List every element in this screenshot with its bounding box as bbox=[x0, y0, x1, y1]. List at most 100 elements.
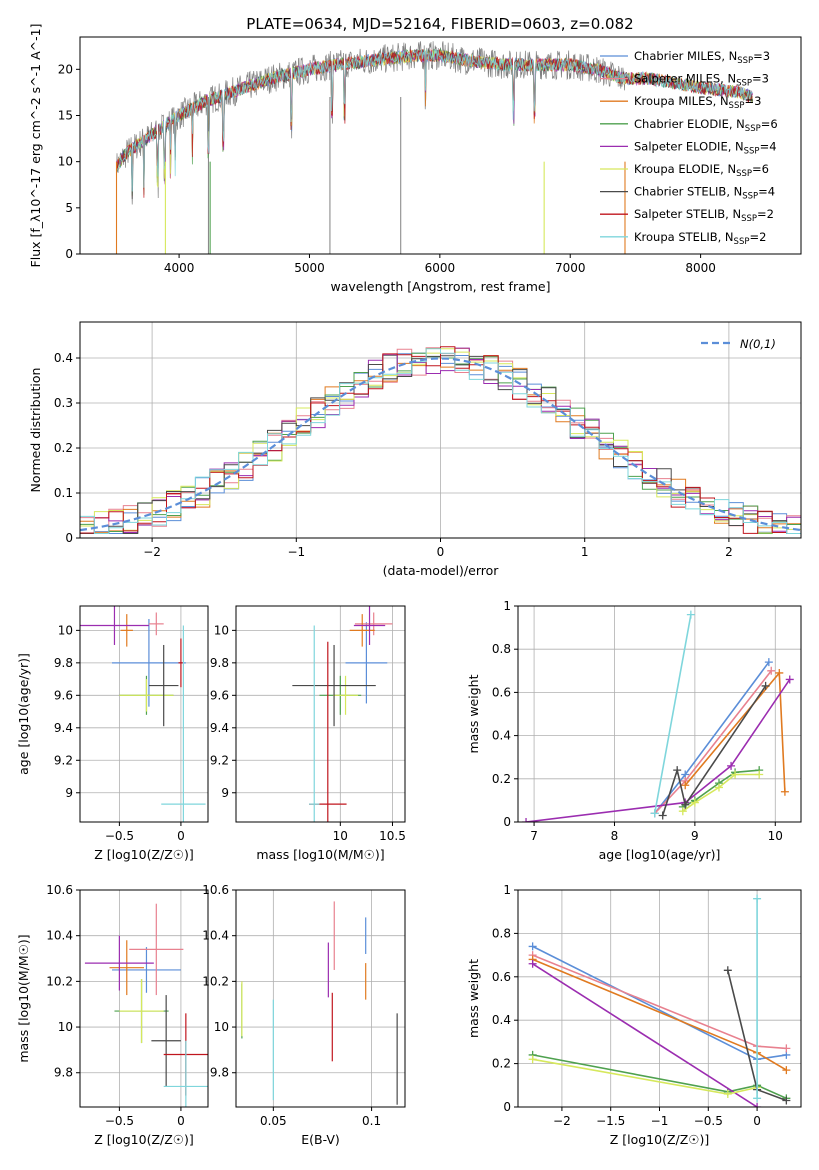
residual-histogram bbox=[80, 348, 801, 534]
mass_vs_EBV-panel: 0.05 0.1 9.8 10 10.2 10.4 10.6 E(B-V) bbox=[202, 883, 406, 1147]
x-tick-label: −0.5 bbox=[694, 1114, 723, 1128]
axes-frame bbox=[517, 605, 802, 823]
mass-weight-marker bbox=[755, 770, 764, 779]
y-tick-label: 0.2 bbox=[492, 1057, 511, 1071]
mass-weight-marker bbox=[782, 1044, 791, 1053]
y-tick-label: 10 bbox=[58, 623, 73, 637]
x-tick-label: 0.1 bbox=[362, 1114, 381, 1128]
y-tick-label: 10 bbox=[214, 623, 229, 637]
residuals-panel: −2 −1 0 1 2 0 0.1 0.2 0.3 0.4 (data-model)/error No… bbox=[28, 321, 802, 578]
y-tick-label: 9.2 bbox=[210, 753, 229, 767]
y-tick-label: 10.4 bbox=[46, 929, 73, 943]
residuals-marks bbox=[80, 346, 801, 534]
y-tick-label: 0.6 bbox=[492, 970, 511, 984]
axes-frame bbox=[235, 605, 406, 823]
y-tick-label: 9 bbox=[221, 786, 229, 800]
x-tick-label: −0.5 bbox=[105, 829, 134, 843]
y-tick-label: 10.4 bbox=[202, 929, 229, 943]
spectrum-legend: Chabrier MILES, NSSP=3 Salpeter MILES, NS… bbox=[600, 49, 778, 247]
y-tick-label: 0 bbox=[503, 815, 511, 829]
y-tick-label: 10.6 bbox=[46, 883, 73, 897]
mass-weight-marker bbox=[714, 783, 723, 792]
mass-weight-marker bbox=[723, 1089, 732, 1098]
mass-weight-marker bbox=[780, 787, 789, 796]
mass-weight-line bbox=[661, 685, 767, 816]
massweight_vs_Z-marks bbox=[528, 894, 791, 1107]
y-tick-label: 9.6 bbox=[54, 688, 73, 702]
mass-weight-marker bbox=[678, 807, 687, 816]
mass-weight-marker bbox=[650, 809, 659, 818]
residual-histogram bbox=[80, 346, 801, 534]
y-tick-label: 1 bbox=[503, 599, 511, 613]
axes-frame bbox=[79, 605, 209, 823]
y-axis-label: age [log10(age/yr)] bbox=[16, 653, 31, 775]
mass-weight-marker bbox=[528, 959, 537, 968]
legend-entry: Salpeter ELODIE, NSSP=4 bbox=[634, 139, 777, 156]
y-tick-label: 10.2 bbox=[202, 974, 229, 988]
y-tick-label: 15 bbox=[58, 108, 73, 122]
mass-weight-marker bbox=[753, 1103, 762, 1107]
y-tick-label: 9.8 bbox=[210, 656, 229, 670]
x-tick-label: 0.05 bbox=[260, 1114, 287, 1128]
age_vs_Z-marks bbox=[80, 606, 206, 822]
mass-weight-marker bbox=[690, 798, 699, 807]
y-tick-label: 0.3 bbox=[54, 396, 73, 410]
x-tick-label: 6000 bbox=[425, 261, 456, 275]
x-tick-label: 10 bbox=[768, 829, 783, 843]
mass-weight-marker bbox=[681, 800, 690, 809]
spectrum-marks bbox=[115, 41, 753, 254]
mass-weight-marker bbox=[681, 781, 690, 790]
x-tick-label: −2 bbox=[143, 545, 161, 559]
y-axis-label: mass weight bbox=[466, 959, 481, 1038]
y-tick-label: 5 bbox=[65, 201, 73, 215]
normal-reference-curve bbox=[80, 357, 801, 532]
y-tick-label: 0 bbox=[65, 531, 73, 545]
x-axis-label: age [log10(age/yr)] bbox=[599, 847, 721, 862]
y-tick-label: 0.2 bbox=[54, 441, 73, 455]
y-tick-label: 1 bbox=[503, 883, 511, 897]
x-tick-label: 8000 bbox=[685, 261, 716, 275]
mass-weight-marker bbox=[658, 811, 667, 820]
figure-title: PLATE=0634, MJD=52164, FIBERID=0603, z=0… bbox=[246, 15, 633, 33]
mass-weight-marker bbox=[723, 966, 732, 975]
y-tick-label: 9.4 bbox=[54, 721, 73, 735]
massweight_vs_Z-panel: −2 −1.5 −1 −0.5 0 0 0.2 0.4 0.6 0.8 1 Z [log10(Z/Z☉… bbox=[466, 883, 802, 1147]
mass-weight-marker bbox=[785, 675, 794, 684]
y-tick-label: 0.6 bbox=[492, 685, 511, 699]
x-axis-label: wavelength [Angstrom, rest frame] bbox=[330, 279, 550, 294]
y-tick-label: 9.4 bbox=[210, 721, 229, 735]
x-tick-label: 2 bbox=[725, 545, 733, 559]
x-tick-label: −1.5 bbox=[596, 1114, 625, 1128]
legend-entry: Kroupa STELIB, NSSP=2 bbox=[634, 230, 766, 247]
massweight_vs_age-panel: 7 8 9 10 0 0.2 0.4 0.6 0.8 1 age [log10(age/yr)] ma… bbox=[466, 599, 802, 862]
mass-weight-marker bbox=[775, 668, 784, 677]
y-tick-label: 0.1 bbox=[54, 486, 73, 500]
axes-frame bbox=[79, 36, 802, 255]
x-tick-label: −2 bbox=[553, 1114, 571, 1128]
x-tick-label: 7000 bbox=[555, 261, 586, 275]
y-tick-label: 0.4 bbox=[492, 729, 511, 743]
x-tick-label: 0 bbox=[753, 1114, 761, 1128]
mass-weight-marker bbox=[767, 666, 776, 675]
x-tick-label: 0 bbox=[177, 1114, 185, 1128]
age_vs_mass-marks bbox=[292, 606, 393, 822]
x-tick-label: 0 bbox=[177, 829, 185, 843]
y-tick-label: 10 bbox=[58, 155, 73, 169]
legend-entry: Chabrier STELIB, NSSP=4 bbox=[634, 185, 775, 202]
x-tick-label: 1 bbox=[581, 545, 589, 559]
x-axis-label: (data-model)/error bbox=[383, 563, 500, 578]
y-axis-label: mass weight bbox=[466, 674, 481, 753]
x-tick-label: −1 bbox=[651, 1114, 669, 1128]
age_vs_Z-panel: −0.5 0 9 9.2 9.4 9.6 9.8 10 Z [log10(Z/Z☉)] age [… bbox=[16, 605, 209, 862]
y-tick-label: 0 bbox=[65, 247, 73, 261]
x-tick-label: 0 bbox=[437, 545, 445, 559]
x-tick-label: 7 bbox=[530, 829, 538, 843]
mass-weight-marker bbox=[782, 1096, 791, 1105]
x-tick-label: 10.5 bbox=[379, 829, 406, 843]
massweight_vs_age-marks bbox=[522, 610, 794, 822]
x-tick-label: 8 bbox=[611, 829, 619, 843]
residual-histogram bbox=[80, 347, 801, 534]
y-tick-label: 0.4 bbox=[54, 351, 73, 365]
y-tick-label: 20 bbox=[58, 62, 73, 76]
